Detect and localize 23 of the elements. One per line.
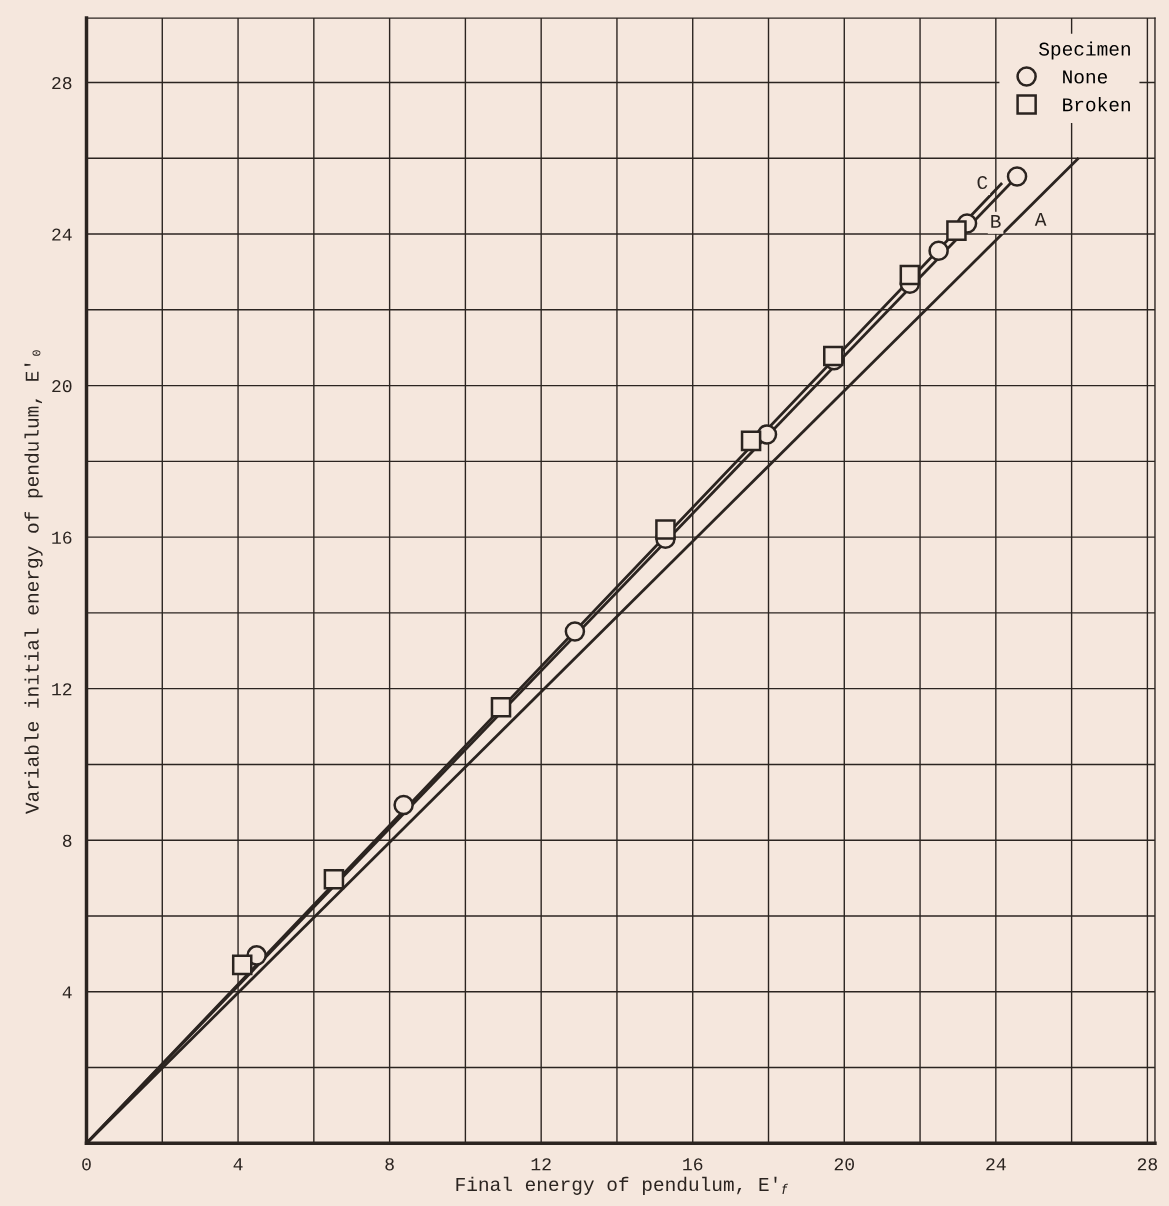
x-tick-label: 16	[683, 1158, 703, 1171]
y-tick-label: 8	[62, 834, 72, 847]
x-tick-label: 24	[986, 1158, 1006, 1171]
x-tick-label: 28	[1137, 1158, 1158, 1171]
y-tick-label: 28	[52, 76, 72, 90]
series-label: C	[977, 175, 988, 190]
x-tick-label: 4	[233, 1158, 243, 1171]
legend-title: Specimen	[1039, 41, 1130, 60]
x-tick-label: 20	[834, 1158, 855, 1171]
series-label: B	[991, 215, 1001, 228]
x-tick-label: 8	[385, 1158, 394, 1171]
legend-label: None	[1063, 70, 1108, 84]
y-tick-label: 4	[62, 986, 72, 999]
y-tick-label: 24	[52, 228, 72, 241]
x-tick-label: 0	[82, 1158, 91, 1171]
y-tick-label: 16	[52, 531, 72, 544]
y-axis-title: Variable initial energy of pendulum, E′₀	[24, 350, 43, 814]
x-axis-title: Final energy of pendulum, E′$_{f}$	[456, 1176, 788, 1195]
y-tick-label: 20	[52, 380, 72, 393]
y-tick-label: 12	[52, 683, 72, 696]
series-label: A	[1034, 212, 1047, 226]
x-tick-label: 12	[531, 1158, 551, 1171]
legend-label: Broken	[1063, 97, 1130, 112]
